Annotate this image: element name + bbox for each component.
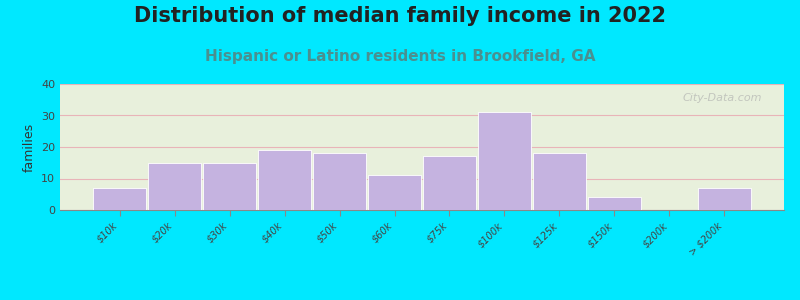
Bar — [148, 163, 202, 210]
Text: Distribution of median family income in 2022: Distribution of median family income in … — [134, 6, 666, 26]
Bar — [93, 188, 146, 210]
Text: City-Data.com: City-Data.com — [682, 93, 762, 103]
Text: Hispanic or Latino residents in Brookfield, GA: Hispanic or Latino residents in Brookfie… — [205, 50, 595, 64]
Bar — [423, 156, 476, 210]
Bar — [533, 153, 586, 210]
Bar — [368, 175, 421, 210]
Bar — [588, 197, 641, 210]
Bar — [698, 188, 751, 210]
Y-axis label: families: families — [22, 122, 35, 172]
Bar — [203, 163, 256, 210]
Bar — [313, 153, 366, 210]
Bar — [478, 112, 531, 210]
Bar — [258, 150, 311, 210]
